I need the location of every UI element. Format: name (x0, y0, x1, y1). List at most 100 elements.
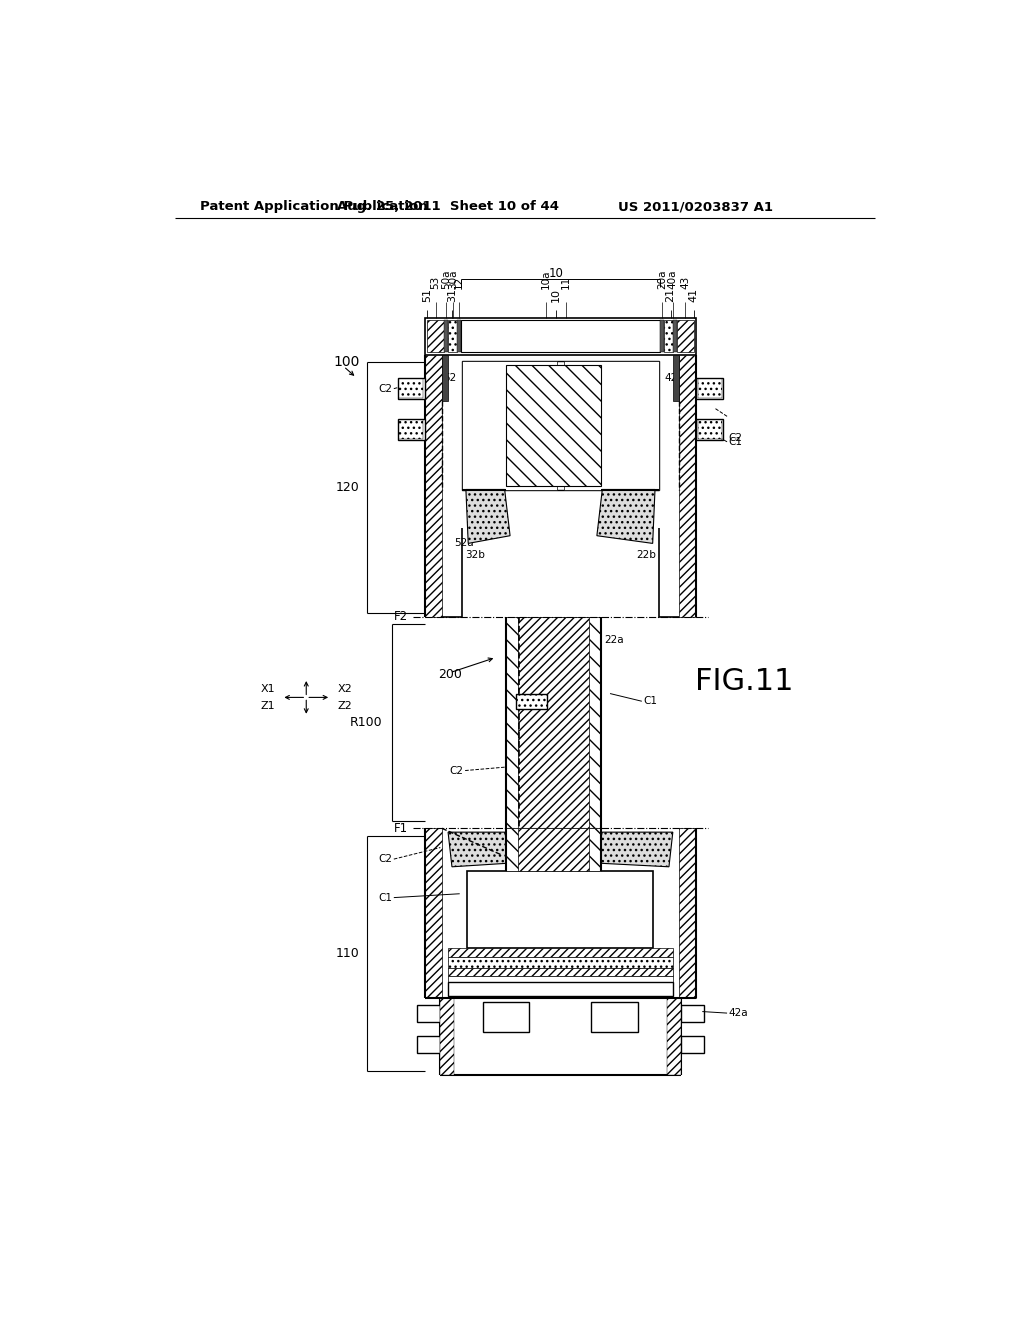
Text: F1: F1 (393, 822, 408, 834)
Text: FIG.11: FIG.11 (695, 668, 794, 697)
Text: C1: C1 (378, 892, 392, 903)
Bar (506, 616, 601, 829)
Text: 10: 10 (549, 267, 563, 280)
Bar (667, 998, 681, 1074)
Text: 30a: 30a (447, 269, 458, 289)
Text: C2: C2 (729, 433, 742, 444)
Text: F2: F2 (393, 610, 408, 623)
Bar (679, 355, 696, 616)
Bar (399, 420, 423, 438)
Text: 100: 100 (334, 355, 359, 370)
Bar (399, 379, 423, 397)
Text: C2: C2 (378, 384, 392, 393)
Polygon shape (397, 378, 425, 400)
Bar (564, 360, 658, 490)
Polygon shape (466, 490, 510, 544)
Text: X1: X1 (261, 684, 275, 694)
Polygon shape (696, 418, 723, 441)
Bar (659, 321, 664, 352)
Polygon shape (595, 832, 673, 867)
Bar (442, 355, 449, 401)
Bar (462, 360, 658, 490)
Bar (506, 829, 601, 871)
Bar (518, 616, 589, 829)
Bar (449, 948, 673, 957)
Text: 40a: 40a (668, 269, 678, 289)
Text: 120: 120 (335, 480, 359, 494)
Text: 10: 10 (551, 288, 561, 302)
Text: R100: R100 (349, 715, 382, 729)
Text: 31: 31 (446, 288, 457, 302)
Bar (449, 321, 458, 352)
Text: Z1: Z1 (261, 701, 275, 711)
Text: 13a: 13a (538, 395, 558, 404)
Text: C1: C1 (643, 696, 657, 706)
Bar (697, 420, 722, 438)
Bar (515, 693, 547, 709)
Text: 22a: 22a (604, 635, 625, 644)
Polygon shape (681, 1036, 703, 1053)
Text: 43: 43 (680, 276, 690, 289)
Bar (425, 355, 442, 616)
Polygon shape (417, 1006, 440, 1022)
Bar (697, 379, 722, 397)
Text: 52: 52 (443, 372, 457, 383)
Text: 12: 12 (454, 276, 464, 289)
Text: 13: 13 (473, 379, 486, 389)
Text: 21: 21 (666, 288, 676, 302)
Text: C1: C1 (729, 437, 742, 446)
Bar (673, 321, 677, 352)
Text: 20a: 20a (657, 269, 667, 289)
Polygon shape (597, 490, 655, 544)
Text: C2: C2 (450, 766, 464, 776)
Text: 132: 132 (539, 433, 559, 444)
Bar (467, 871, 653, 948)
Polygon shape (397, 418, 425, 441)
Bar (427, 321, 444, 352)
Text: 52a: 52a (455, 539, 474, 548)
Bar (440, 998, 455, 1074)
Bar (449, 977, 673, 982)
Text: US 2011/0203837 A1: US 2011/0203837 A1 (617, 201, 773, 214)
Text: C2: C2 (378, 854, 392, 865)
Text: Z2: Z2 (337, 701, 352, 711)
Text: 42: 42 (665, 372, 678, 383)
Text: 143: 143 (520, 433, 540, 444)
Bar (449, 957, 673, 969)
Bar (679, 829, 696, 998)
Bar (518, 829, 589, 871)
Polygon shape (681, 1006, 703, 1022)
Bar (500, 616, 607, 829)
Text: 10a: 10a (541, 269, 551, 289)
Bar (592, 1002, 638, 1032)
Text: 22: 22 (630, 508, 643, 517)
Bar (673, 355, 679, 401)
Bar (664, 321, 673, 352)
Bar (483, 1002, 529, 1032)
Text: Patent Application Publication: Patent Application Publication (200, 201, 428, 214)
Text: 50a: 50a (440, 269, 451, 289)
Bar (458, 321, 461, 352)
Bar (677, 321, 693, 352)
Polygon shape (417, 1036, 440, 1053)
Bar (449, 969, 673, 977)
Text: 13b: 13b (588, 379, 609, 389)
Bar (444, 321, 449, 352)
Bar (462, 360, 557, 490)
Text: 32: 32 (477, 508, 490, 517)
Bar (425, 318, 696, 355)
Bar (461, 321, 659, 352)
Bar (425, 829, 442, 998)
Polygon shape (449, 832, 512, 867)
Text: 53: 53 (431, 276, 440, 289)
Bar (449, 982, 673, 997)
Text: 22b: 22b (636, 550, 655, 560)
Text: 41: 41 (689, 288, 698, 302)
Text: Aug. 25, 2011  Sheet 10 of 44: Aug. 25, 2011 Sheet 10 of 44 (337, 201, 559, 214)
Bar (506, 364, 601, 486)
Text: 200: 200 (438, 668, 462, 681)
Text: 32a: 32a (510, 635, 529, 644)
Text: 51: 51 (422, 288, 432, 302)
Text: X2: X2 (337, 684, 352, 694)
Text: 110: 110 (335, 946, 359, 960)
